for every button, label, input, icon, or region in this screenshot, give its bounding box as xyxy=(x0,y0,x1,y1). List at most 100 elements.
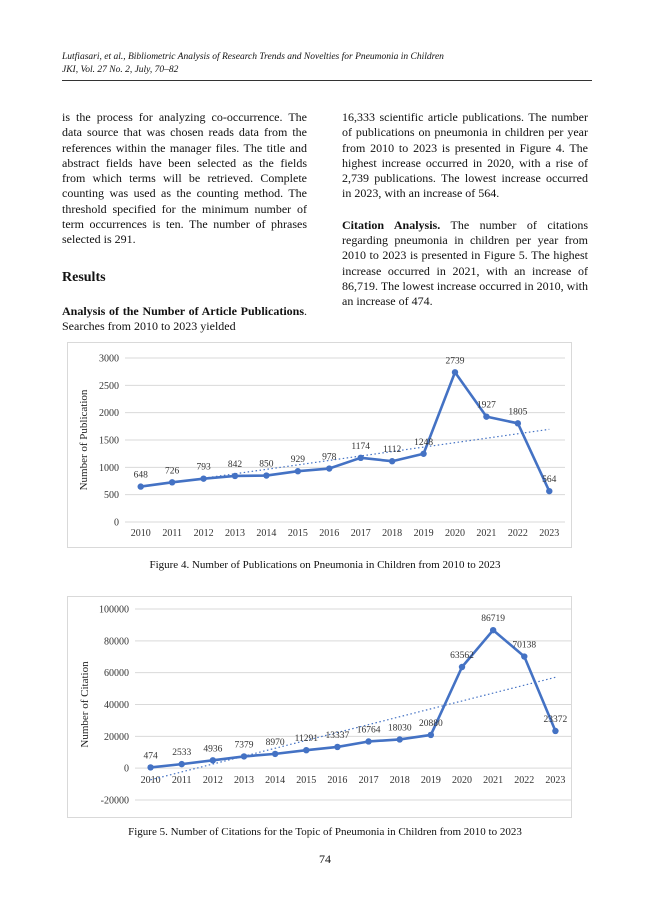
y-tick-label: 100000 xyxy=(99,605,129,616)
x-tick-label: 2014 xyxy=(265,775,285,786)
data-label: 1174 xyxy=(351,442,370,452)
citation-title: Citation Analysis. xyxy=(342,217,441,232)
results-heading: Results xyxy=(62,269,106,285)
y-tick-label: 0 xyxy=(114,518,119,529)
x-tick-label: 2010 xyxy=(141,775,161,786)
x-tick-label: 2010 xyxy=(131,528,151,539)
y-tick-label: -20000 xyxy=(101,796,129,807)
methods-paragraph: is the process for analyzing co-occurren… xyxy=(62,110,307,247)
data-point xyxy=(396,736,403,743)
data-label: 7379 xyxy=(235,740,254,750)
data-label: 11291 xyxy=(295,734,319,744)
data-label: 4936 xyxy=(203,744,222,754)
figure5-caption: Figure 5. Number of Citations for the To… xyxy=(128,826,522,838)
y-tick-label: 40000 xyxy=(104,700,129,711)
data-label: 2533 xyxy=(172,748,191,758)
data-point xyxy=(200,475,207,482)
citations-chart: -20000 0 20000 40000 60000 80000 100000 2010 201… xyxy=(67,596,572,818)
data-point xyxy=(240,753,248,760)
data-label: 793 xyxy=(196,463,211,473)
citation-text: The number of citations regarding pneumo… xyxy=(342,217,589,309)
data-point xyxy=(489,626,497,634)
data-point xyxy=(271,750,279,758)
citation-paragraph: Citation Analysis. The number of citatio… xyxy=(342,218,588,310)
figure4-caption: Figure 4. Number of Publications on Pneu… xyxy=(149,559,501,571)
y-tick-label: 3000 xyxy=(99,354,119,365)
series-line xyxy=(150,628,557,769)
data-label: 850 xyxy=(259,460,274,470)
analysis-title: Analysis of the Number of Article Public… xyxy=(62,303,304,318)
x-tick-label: 2020 xyxy=(452,775,472,786)
data-point xyxy=(168,479,176,486)
header-divider xyxy=(62,80,592,81)
x-tick-label: 2021 xyxy=(483,775,503,786)
publications-chart: 0 500 1000 1500 2000 2500 3000 2010 2011 2012 2013… xyxy=(67,342,572,548)
y-axis-title: Number of Citation xyxy=(79,661,91,748)
data-point xyxy=(357,454,364,462)
x-tick-label: 2017 xyxy=(359,775,379,786)
x-tick-label: 2023 xyxy=(539,528,559,539)
citations-chart-svg: -20000 0 20000 40000 60000 80000 100000 2010 201… xyxy=(79,605,571,807)
x-tick-label: 2016 xyxy=(319,528,339,539)
data-label: 13337 xyxy=(326,731,350,741)
y-tick-label: 60000 xyxy=(104,668,129,679)
data-label: 20880 xyxy=(419,719,443,729)
data-label: 63562 xyxy=(450,651,474,661)
page-number: 74 xyxy=(319,852,331,866)
data-point xyxy=(263,472,270,479)
series-line xyxy=(140,370,551,492)
data-label: 564 xyxy=(542,475,557,485)
data-point xyxy=(334,743,341,751)
y-tick-label: 2000 xyxy=(99,408,119,419)
data-point xyxy=(231,472,239,480)
data-label: 8970 xyxy=(266,738,285,748)
y-tick-label: 0 xyxy=(124,764,129,775)
data-label: 726 xyxy=(165,466,180,476)
data-label: 1112 xyxy=(383,445,402,455)
data-label: 1248 xyxy=(414,438,433,448)
data-label: 86719 xyxy=(481,614,505,624)
data-point xyxy=(294,468,302,475)
x-tick-label: 2017 xyxy=(351,528,371,539)
y-tick-label: 80000 xyxy=(104,636,129,647)
x-tick-label: 2012 xyxy=(194,528,214,539)
data-point xyxy=(427,731,435,739)
data-label: 1927 xyxy=(477,401,496,411)
analysis-paragraph: Analysis of the Number of Article Public… xyxy=(62,304,307,335)
data-label: 2739 xyxy=(446,356,465,366)
data-point xyxy=(451,369,459,376)
data-point xyxy=(303,746,310,754)
publications-chart-svg: 0 500 1000 1500 2000 2500 3000 2010 2011 2012 2013… xyxy=(78,354,565,539)
y-tick-label: 500 xyxy=(104,490,119,501)
x-tick-label: 2020 xyxy=(445,528,465,539)
right-column: 16,333 scientific article publications. … xyxy=(342,110,588,310)
x-tick-label: 2015 xyxy=(296,775,316,786)
trendline xyxy=(150,676,556,781)
y-axis-title: Number of Publication xyxy=(78,389,90,490)
x-tick-label: 2023 xyxy=(545,775,565,786)
data-point xyxy=(326,465,333,472)
x-tick-label: 2014 xyxy=(256,528,276,539)
data-label: 648 xyxy=(134,471,149,481)
x-tick-label: 2022 xyxy=(508,528,528,539)
data-label: 70138 xyxy=(512,641,536,651)
x-tick-label: 2022 xyxy=(514,775,534,786)
data-label: 16764 xyxy=(357,725,381,735)
data-point xyxy=(420,450,427,457)
running-header: Lutfiasari, et al., Bibliometric Analysi… xyxy=(62,51,592,77)
publications-paragraph: 16,333 scientific article publications. … xyxy=(342,110,588,201)
data-point xyxy=(458,663,466,671)
data-point xyxy=(546,487,553,495)
x-tick-label: 2016 xyxy=(327,775,347,786)
data-point xyxy=(137,483,144,490)
data-point xyxy=(483,413,490,420)
x-tick-label: 2019 xyxy=(421,775,441,786)
data-label: 1805 xyxy=(508,407,527,417)
x-tick-label: 2018 xyxy=(390,775,410,786)
y-tick-label: 1500 xyxy=(99,436,119,447)
data-label: 978 xyxy=(322,453,337,463)
header-authors-title: Lutfiasari, et al., Bibliometric Analysi… xyxy=(62,52,444,62)
data-point xyxy=(521,653,528,660)
x-tick-label: 2013 xyxy=(234,775,254,786)
data-label: 18030 xyxy=(388,723,412,733)
